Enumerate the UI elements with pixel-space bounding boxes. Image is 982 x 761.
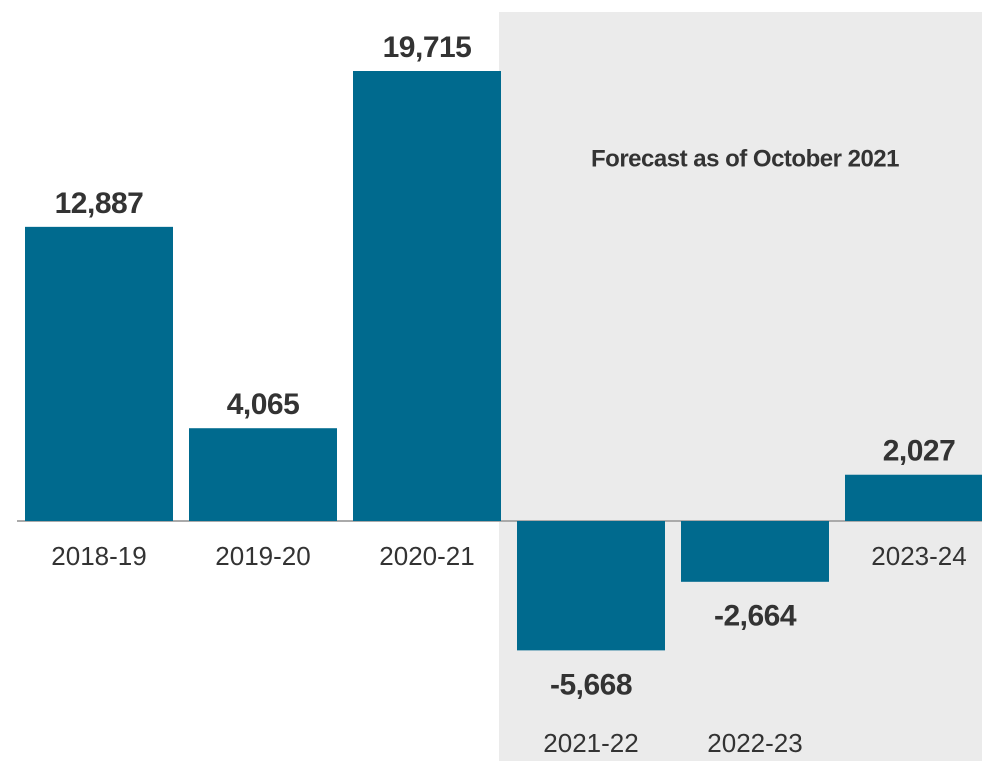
value-label: -5,668 bbox=[550, 668, 632, 701]
value-label: -2,664 bbox=[714, 600, 797, 633]
x-tick-label: 2022-23 bbox=[707, 728, 802, 758]
x-tick-label: 2021-22 bbox=[543, 728, 638, 758]
value-label: 19,715 bbox=[383, 31, 472, 64]
x-tick-label: 2023-24 bbox=[871, 541, 966, 571]
bar bbox=[517, 521, 665, 651]
value-label: 12,887 bbox=[55, 187, 144, 220]
bar bbox=[845, 474, 982, 521]
bar bbox=[681, 521, 829, 582]
bar bbox=[25, 226, 173, 521]
bar bbox=[189, 428, 337, 521]
bar bbox=[353, 71, 501, 521]
value-label: 2,027 bbox=[883, 435, 956, 468]
x-tick-label: 2018-19 bbox=[51, 541, 146, 571]
x-tick-label: 2019-20 bbox=[215, 541, 310, 571]
annotation: Forecast as of October 2021 bbox=[591, 145, 899, 172]
value-label: 4,065 bbox=[227, 388, 300, 421]
x-tick-label: 2020-21 bbox=[379, 541, 474, 571]
